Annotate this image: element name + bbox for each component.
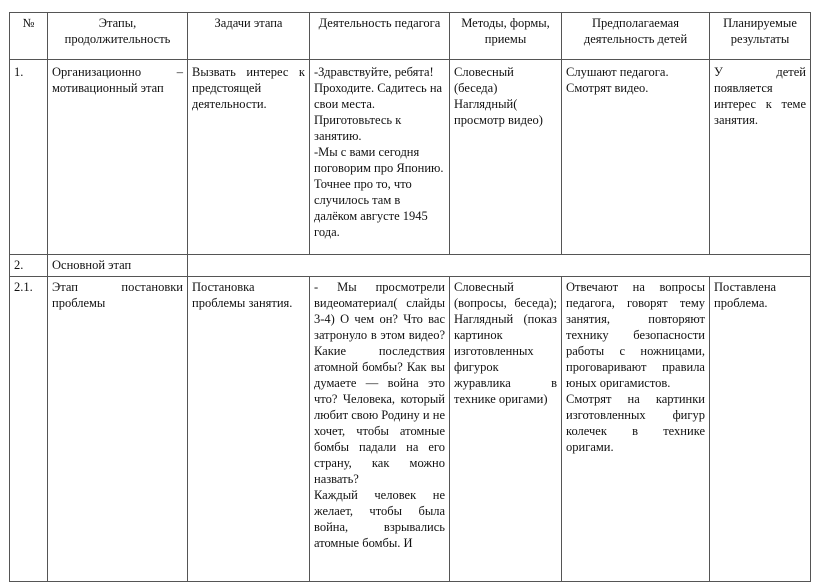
row-task: Постановка проблемы занятия. (187, 276, 310, 582)
header-results: Планируемые результаты (709, 12, 811, 60)
row-stage: Этап постановки проблемы (47, 276, 188, 582)
row-methods: Словесный (беседа) Наглядный( просмотр в… (449, 59, 562, 255)
header-number: № (9, 12, 48, 60)
header-row: № Этапы, продолжительность Задачи этапа … (9, 12, 811, 60)
header-methods: Методы, формы, приемы (449, 12, 562, 60)
header-stages: Этапы, продолжительность (47, 12, 188, 60)
row-number: 1. (9, 59, 48, 255)
table-row: 2. Основной этап (9, 254, 811, 277)
header-tasks: Задачи этапа (187, 12, 310, 60)
row-children-activity: Слушают педагога. Смотрят видео. (561, 59, 710, 255)
row-empty-span (187, 254, 811, 277)
row-stage: Организационно – мотивационный этап (47, 59, 188, 255)
row-children-activity: Отвечают на вопросы педагога, говорят те… (561, 276, 710, 582)
row-stage: Основной этап (47, 254, 188, 277)
row-teacher-activity: - Мы просмотрели видеоматериал( слайды 3… (309, 276, 450, 582)
row-task: Вызвать интерес к предстоящей деятельнос… (187, 59, 310, 255)
row-teacher-activity: -Здравствуйте, ребята! Проходите. Садите… (309, 59, 450, 255)
lesson-plan-table: № Этапы, продолжительность Задачи этапа … (9, 12, 811, 582)
table-row: 1. Организационно – мотивационный этап В… (9, 59, 811, 255)
row-results: У детей появляется интерес к теме заняти… (709, 59, 811, 255)
row-methods: Словесный (вопросы, беседа); Наглядный (… (449, 276, 562, 582)
header-children-activity: Предполагаемая деятельность детей (561, 12, 710, 60)
header-teacher-activity: Деятельность педагога (309, 12, 450, 60)
table-row: 2.1. Этап постановки проблемы Постановка… (9, 276, 811, 582)
row-number: 2.1. (9, 276, 48, 582)
row-number: 2. (9, 254, 48, 277)
